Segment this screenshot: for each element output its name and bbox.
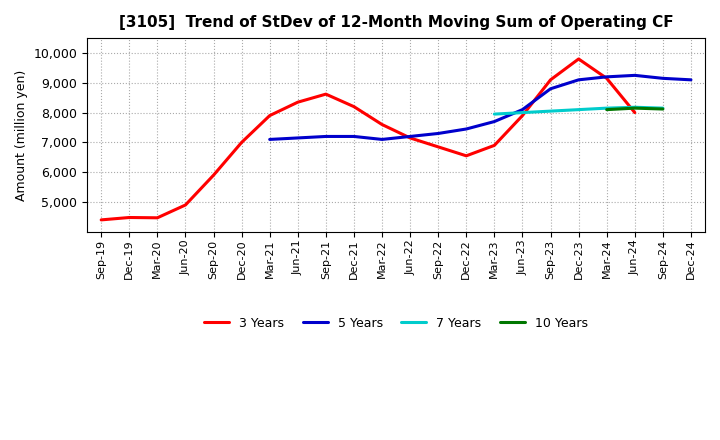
Legend: 3 Years, 5 Years, 7 Years, 10 Years: 3 Years, 5 Years, 7 Years, 10 Years [199, 312, 593, 335]
Y-axis label: Amount (million yen): Amount (million yen) [15, 70, 28, 201]
Title: [3105]  Trend of StDev of 12-Month Moving Sum of Operating CF: [3105] Trend of StDev of 12-Month Moving… [119, 15, 673, 30]
